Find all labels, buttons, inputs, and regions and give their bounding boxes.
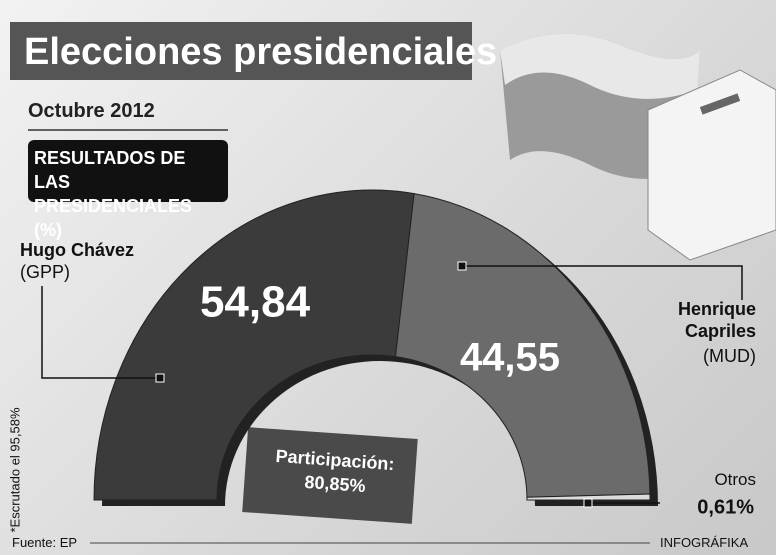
chart-title: Elecciones presidenciales bbox=[24, 31, 497, 73]
source: Fuente: EP bbox=[12, 535, 78, 550]
legend-party: (MUD) bbox=[703, 346, 756, 366]
chart-heading: RESULTADOS DE LAS PRESIDENCIALES (%) bbox=[34, 148, 193, 240]
participation-box bbox=[242, 427, 418, 524]
subtitle: Octubre 2012 bbox=[28, 100, 155, 122]
legend-label: Hugo Chávez bbox=[20, 240, 135, 260]
legend-label: Otros bbox=[714, 470, 756, 489]
leader-dot bbox=[457, 261, 467, 271]
value-label: 54,84 bbox=[200, 278, 311, 327]
title-box bbox=[10, 22, 472, 80]
legend-party: (GPP) bbox=[20, 262, 71, 282]
leader-line bbox=[462, 265, 743, 300]
leader-dot bbox=[583, 498, 593, 508]
ballot-box bbox=[647, 69, 776, 261]
arc-segment bbox=[526, 493, 651, 501]
ballot-slot bbox=[699, 93, 741, 115]
heading-box bbox=[28, 140, 228, 202]
value-label: 0,61% bbox=[697, 496, 754, 518]
credit: INFOGRÁFIKA bbox=[660, 535, 749, 550]
arc-segment bbox=[93, 189, 415, 501]
value-label: 44,55 bbox=[460, 336, 560, 380]
leader-dot bbox=[155, 373, 165, 383]
leader-line bbox=[41, 286, 160, 379]
legend-label: Henrique Capriles bbox=[677, 299, 756, 341]
flag-stripe bbox=[500, 33, 700, 99]
note: *Escrutado el 95,58% bbox=[7, 407, 23, 533]
